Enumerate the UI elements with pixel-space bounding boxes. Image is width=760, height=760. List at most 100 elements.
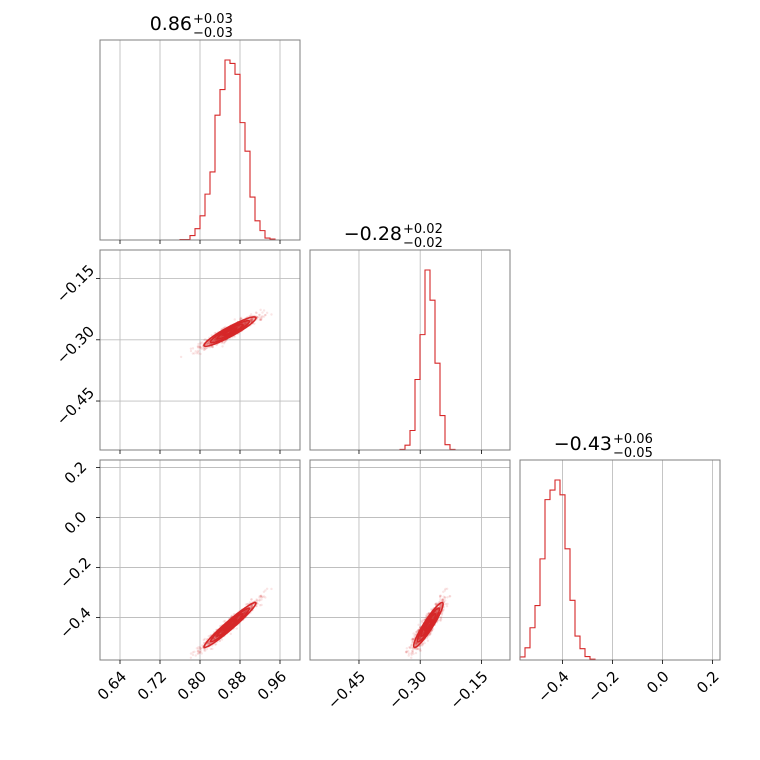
scatter-point (218, 639, 222, 642)
scatter-point (250, 598, 253, 601)
scatter-point (207, 342, 210, 345)
scatter-point (448, 594, 452, 598)
scatter-point (208, 342, 211, 346)
scatter-point (251, 318, 255, 321)
scatter-point (207, 641, 210, 644)
tick-label-y-1-1: −0.30 (53, 322, 98, 367)
scatter-point (261, 595, 264, 598)
scatter-point (259, 308, 262, 312)
scatter-point (258, 318, 261, 322)
scatter-point (207, 635, 210, 638)
scatter-point (220, 341, 224, 345)
scatter-point (258, 318, 262, 321)
scatter-point (197, 651, 200, 655)
scatter-point (198, 651, 201, 655)
scatter-point (221, 345, 224, 348)
scatter-point (199, 647, 202, 650)
scatter-point (207, 642, 210, 646)
scatter-point (197, 647, 200, 651)
scatter-point (196, 345, 199, 348)
scatter-point (207, 341, 210, 345)
scatter-point (214, 636, 217, 639)
scatter-point (439, 615, 443, 619)
scatter-point (250, 604, 254, 607)
scatter-point (213, 339, 216, 342)
scatter-point (211, 647, 214, 651)
scatter-point (258, 313, 261, 317)
scatter-point (213, 636, 217, 640)
panel-title-plus-1: +0.02 (403, 222, 443, 237)
scatter-point (249, 606, 253, 609)
scatter-point (439, 598, 442, 601)
scatter-point (206, 346, 209, 349)
scatter-point (212, 637, 216, 641)
scatter-point (198, 650, 202, 654)
scatter-point (264, 589, 267, 592)
scatter-point (191, 352, 195, 355)
scatter-point (213, 338, 217, 341)
scatter-point (197, 349, 200, 352)
tick-label-x-2-1: −0.2 (584, 668, 622, 706)
scatter-point (441, 598, 445, 601)
scatter-point (195, 351, 199, 355)
panel-title-minus-2: −0.05 (613, 446, 653, 461)
scatter-point (259, 596, 263, 599)
scatter-point (204, 347, 207, 350)
scatter-point (249, 313, 253, 316)
scatter-point (262, 595, 266, 598)
tick-label-x-0-1: 0.72 (134, 668, 170, 704)
scatter-point (213, 338, 217, 342)
histogram-line-1 (310, 269, 510, 451)
scatter-point (250, 318, 254, 322)
scatter-point (214, 643, 218, 646)
scatter-point (248, 314, 251, 318)
scatter-point (213, 338, 216, 342)
scatter-point (258, 313, 261, 317)
tick-label-y-2-0: −0.4 (56, 604, 94, 642)
tick-label-x-0-0: 0.64 (94, 668, 130, 704)
scatter-point (199, 341, 202, 344)
scatter-point (252, 317, 255, 320)
panel-frame-diag-2 (519, 459, 721, 661)
scatter-point (210, 334, 213, 337)
scatter-point (412, 652, 415, 656)
scatter-panel-1-0 (99, 249, 301, 451)
scatter-point (255, 604, 258, 608)
scatter-point (265, 587, 269, 590)
scatter-point (240, 316, 243, 320)
contour-10-0 (222, 327, 238, 337)
scatter-point (249, 318, 252, 322)
scatter-point (244, 322, 247, 325)
scatter-point (258, 595, 261, 598)
scatter-point (261, 311, 264, 314)
panel-title-minus-1: −0.02 (403, 236, 443, 251)
scatter-point (205, 342, 209, 346)
scatter-point (204, 347, 207, 350)
scatter-point (264, 313, 267, 317)
scatter-point (249, 605, 252, 609)
scatter-point (199, 342, 202, 346)
scatter-point (251, 318, 254, 322)
tick-label-y-2-3: 0.2 (61, 458, 91, 488)
scatter-point (250, 319, 254, 322)
scatter-point (189, 652, 193, 655)
scatter-point (239, 317, 242, 320)
panel-title-median-0: 0.86 (150, 13, 192, 35)
histogram-line-2 (519, 479, 720, 661)
scatter-point (244, 322, 247, 326)
scatter-point (220, 335, 224, 338)
scatter-point (270, 587, 273, 591)
scatter-point (205, 343, 208, 346)
contour-10-1 (216, 323, 244, 340)
scatter-point (417, 623, 420, 627)
scatter-point (443, 589, 447, 592)
scatter-point (202, 348, 206, 351)
scatter-point (189, 656, 193, 659)
scatter-point (243, 322, 246, 325)
scatter-point (208, 642, 211, 645)
panel-title-median-2: −0.43 (554, 433, 612, 455)
scatter-point (264, 596, 267, 599)
scatter-point (440, 618, 443, 621)
scatter-point (201, 341, 204, 344)
